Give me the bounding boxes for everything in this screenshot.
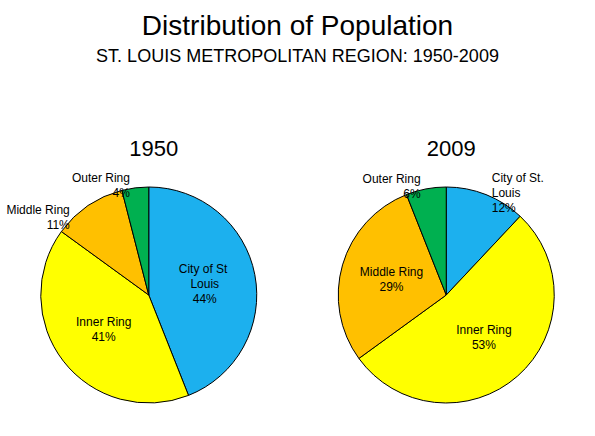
svg-text:29%: 29%	[379, 280, 403, 294]
svg-text:Louis: Louis	[492, 186, 521, 200]
svg-text:Outer Ring: Outer Ring	[72, 171, 130, 185]
svg-text:Louis: Louis	[190, 277, 219, 291]
svg-text:12%: 12%	[492, 201, 516, 215]
svg-text:ST. LOUIS METROPOLITAN REGION:: ST. LOUIS METROPOLITAN REGION: 1950-2009	[96, 46, 499, 66]
svg-text:Inner Ring: Inner Ring	[76, 315, 131, 329]
svg-text:53%: 53%	[472, 338, 496, 352]
svg-text:Outer Ring: Outer Ring	[363, 172, 421, 186]
svg-text:41%: 41%	[92, 330, 116, 344]
svg-text:Inner Ring: Inner Ring	[456, 323, 511, 337]
svg-text:2009: 2009	[427, 136, 476, 161]
svg-text:Middle Ring: Middle Ring	[6, 203, 69, 217]
svg-text:44%: 44%	[193, 292, 217, 306]
svg-text:11%: 11%	[47, 218, 70, 232]
svg-text:Distribution of Population: Distribution of Population	[142, 10, 453, 41]
svg-text:6%: 6%	[403, 187, 421, 201]
svg-text:Middle Ring: Middle Ring	[360, 265, 423, 279]
svg-text:City of St: City of St	[179, 262, 231, 276]
svg-text:City of St.: City of St.	[492, 171, 547, 185]
svg-text:4%: 4%	[113, 186, 131, 200]
svg-text:1950: 1950	[129, 136, 178, 161]
